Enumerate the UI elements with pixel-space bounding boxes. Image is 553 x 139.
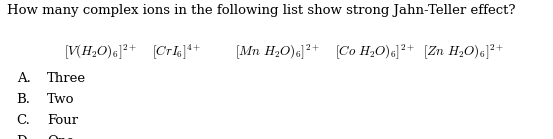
Text: C.: C. (17, 114, 30, 127)
Text: $[Co\ H_2O)_6]^{2+}$: $[Co\ H_2O)_6]^{2+}$ (335, 42, 415, 61)
Text: One: One (47, 135, 74, 139)
Text: Three: Three (47, 72, 86, 85)
Text: D.: D. (17, 135, 31, 139)
Text: A.: A. (17, 72, 30, 85)
Text: $[V(H_2O)_6]^{2+}$: $[V(H_2O)_6]^{2+}$ (64, 42, 137, 61)
Text: B.: B. (17, 93, 30, 106)
Text: Four: Four (47, 114, 78, 127)
Text: $[CrI_6]^{4+}$: $[CrI_6]^{4+}$ (152, 42, 201, 61)
Text: Two: Two (47, 93, 75, 106)
Text: $[Zn\ H_2O)_6]^{2+}$: $[Zn\ H_2O)_6]^{2+}$ (423, 42, 504, 61)
Text: $[Mn\ H_2O)_6]^{2+}$: $[Mn\ H_2O)_6]^{2+}$ (235, 42, 320, 61)
Text: How many complex ions in the following list show strong Jahn-Teller effect?: How many complex ions in the following l… (7, 4, 515, 17)
